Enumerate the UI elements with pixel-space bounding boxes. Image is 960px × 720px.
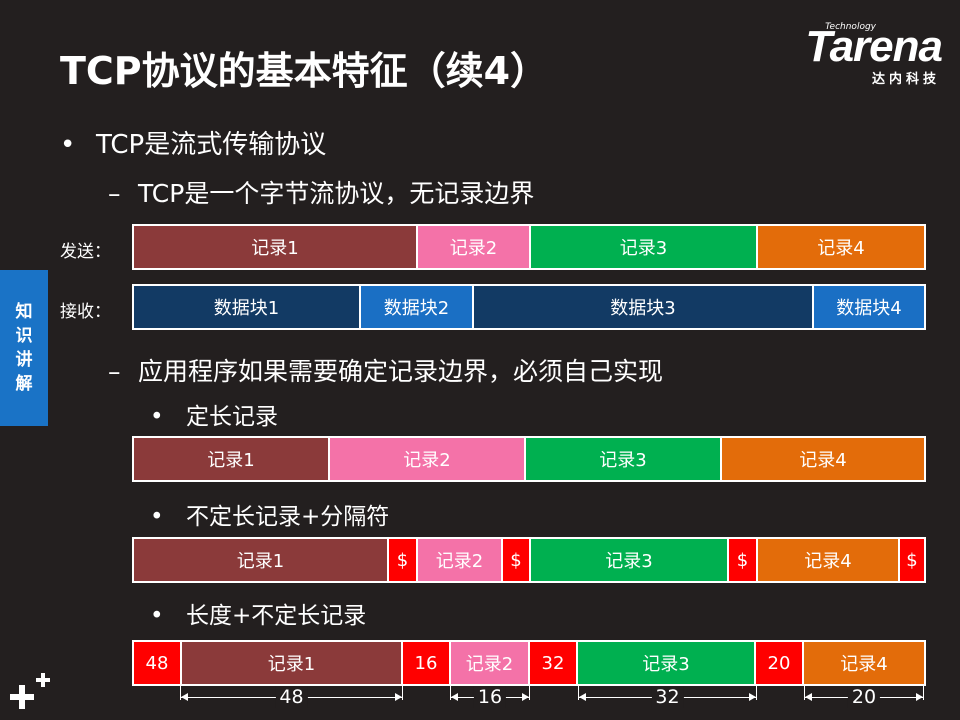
delimiter-row: 记录1 $ 记录2 $ 记录3 $ 记录4 $ xyxy=(132,537,926,583)
delim-record-1: 记录1 xyxy=(134,539,389,581)
delimiter-mark: $ xyxy=(900,539,924,581)
length-field-1: 48 xyxy=(134,642,182,684)
dimension-1: 48 xyxy=(180,684,403,714)
dash-mark: – xyxy=(108,179,121,208)
sub-bullet-text: TCP是一个字节流协议，无记录边界 xyxy=(138,179,535,208)
bullet-mark: • xyxy=(150,404,164,430)
length-field-3: 32 xyxy=(530,642,578,684)
side-tab: 知 识 讲 解 xyxy=(0,270,48,426)
send-record-2: 记录2 xyxy=(418,226,531,268)
dimension-label: 32 xyxy=(651,686,684,708)
fixed-record-2: 记录2 xyxy=(330,438,526,480)
send-label: 发送： xyxy=(60,242,111,262)
delim-record-3: 记录3 xyxy=(531,539,729,581)
dimension-3: 32 xyxy=(578,684,757,714)
send-record-4: 记录4 xyxy=(758,226,924,268)
lenpref-record-3: 记录3 xyxy=(578,642,756,684)
side-tab-char: 知 xyxy=(15,302,33,322)
logo-wordmark: Tarena xyxy=(805,22,943,71)
dash-mark: – xyxy=(108,357,121,386)
bullet-length-prefix: • 长度+不定长记录 xyxy=(150,596,366,630)
length-field-4: 20 xyxy=(756,642,804,684)
length-dimensions: 48 16 32 20 xyxy=(132,684,926,720)
plus-icon xyxy=(10,673,50,709)
recv-block-2: 数据块2 xyxy=(361,286,474,328)
fixed-length-row: 记录1 记录2 记录3 记录4 xyxy=(132,436,926,482)
side-tab-char: 识 xyxy=(15,326,33,346)
lenpref-record-4: 记录4 xyxy=(804,642,924,684)
bullet-tcp-stream: • TCP是流式传输协议 xyxy=(60,124,326,161)
dimension-2: 16 xyxy=(450,684,530,714)
sub-bullet-app-boundary: – 应用程序如果需要确定记录边界，必须自己实现 xyxy=(108,352,663,388)
bullet-fixed-length: • 定长记录 xyxy=(150,397,278,431)
delimiter-mark: $ xyxy=(503,539,531,581)
lenpref-record-1: 记录1 xyxy=(182,642,403,684)
delimiter-mark: $ xyxy=(389,539,418,581)
sub-bullet-text: 应用程序如果需要确定记录边界，必须自己实现 xyxy=(138,357,664,386)
side-tab-char: 讲 xyxy=(15,350,33,370)
delimiter-mark: $ xyxy=(729,539,758,581)
recv-block-4: 数据块4 xyxy=(814,286,924,328)
logo-technology-text: Technology xyxy=(825,22,876,32)
dimension-label: 20 xyxy=(847,686,881,708)
send-record-3: 记录3 xyxy=(531,226,758,268)
sub-bullet-bytestream: – TCP是一个字节流协议，无记录边界 xyxy=(108,174,534,210)
lenpref-record-2: 记录2 xyxy=(451,642,530,684)
recv-block-1: 数据块1 xyxy=(134,286,361,328)
fixed-record-1: 记录1 xyxy=(134,438,330,480)
dimension-label: 48 xyxy=(275,686,308,708)
dimension-4: 20 xyxy=(804,684,924,714)
bullet-mark: • xyxy=(60,130,76,160)
logo-subtitle: 达内科技 xyxy=(871,72,940,87)
delim-record-4: 记录4 xyxy=(758,539,900,581)
fixed-record-3: 记录3 xyxy=(526,438,722,480)
fixed-record-4: 记录4 xyxy=(722,438,924,480)
send-record-1: 记录1 xyxy=(134,226,418,268)
slide-title: TCP协议的基本特征（续4） xyxy=(60,49,549,93)
side-tab-char: 解 xyxy=(15,374,33,394)
dimension-label: 16 xyxy=(473,686,507,708)
bullet-mark: • xyxy=(150,603,164,629)
recv-row: 数据块1 数据块2 数据块3 数据块4 xyxy=(132,284,926,330)
send-row: 记录1 记录2 记录3 记录4 xyxy=(132,224,926,270)
length-prefix-row: 48 记录1 16 记录2 32 记录3 20 记录4 xyxy=(132,640,926,686)
bullet-mark: • xyxy=(150,504,164,530)
bullet-text: 不定长记录+分隔符 xyxy=(186,504,390,530)
tarena-logo: Technology Tarena 达内科技 xyxy=(777,22,943,87)
delim-record-2: 记录2 xyxy=(418,539,503,581)
recv-label: 接收： xyxy=(60,302,111,322)
recv-block-3: 数据块3 xyxy=(474,286,814,328)
bullet-text: 长度+不定长记录 xyxy=(186,603,367,629)
bullet-delimiter: • 不定长记录+分隔符 xyxy=(150,497,389,531)
bullet-text: 定长记录 xyxy=(186,404,278,430)
bullet-text: TCP是流式传输协议 xyxy=(96,130,327,160)
length-field-2: 16 xyxy=(403,642,451,684)
